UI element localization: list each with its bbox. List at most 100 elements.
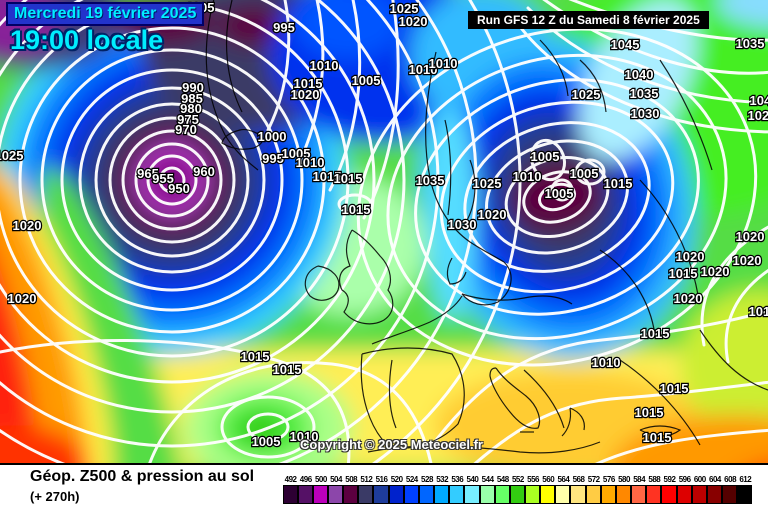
colorbar-value: 528 bbox=[421, 475, 433, 484]
colorbar-value: 568 bbox=[572, 475, 585, 484]
pressure-label: 1000 bbox=[258, 129, 287, 144]
pressure-label: 1015 bbox=[604, 176, 633, 191]
date-box: Mercredi 19 février 2025 bbox=[6, 2, 205, 26]
colorbar-cell: 552 bbox=[509, 475, 525, 504]
pressure-label: 955 bbox=[152, 171, 174, 186]
colorbar-cell: 540 bbox=[464, 475, 480, 504]
colorbar-cell: 516 bbox=[373, 475, 389, 504]
forecast-term-label: (+ 270h) bbox=[30, 489, 80, 504]
colorbar-swatch bbox=[297, 485, 313, 504]
colorbar-cell: 588 bbox=[646, 475, 662, 504]
pressure-label: 1040 bbox=[750, 93, 768, 108]
pressure-label: 1020 bbox=[736, 229, 765, 244]
colorbar-swatch bbox=[615, 485, 632, 504]
colorbar-swatch bbox=[646, 485, 662, 504]
colorbar-cell: 612 bbox=[737, 475, 753, 504]
pressure-label: 960 bbox=[193, 164, 215, 179]
pressure-label: 1025 bbox=[748, 108, 768, 123]
colorbar-swatch bbox=[464, 485, 480, 504]
colorbar-cell: 496 bbox=[297, 475, 313, 504]
colorbar-value: 540 bbox=[466, 475, 479, 484]
pressure-label: 1020 bbox=[8, 291, 37, 306]
colorbar-cell: 576 bbox=[600, 475, 616, 504]
colorbar-cell: 512 bbox=[358, 475, 374, 504]
pressure-label: 1005 bbox=[531, 149, 560, 164]
colorbar-cell: 504 bbox=[327, 475, 344, 504]
colorbar-cell: 524 bbox=[403, 475, 419, 504]
forecast-map: 1005995102510201025102010209909859809759… bbox=[0, 0, 768, 463]
colorbar-swatch bbox=[434, 485, 450, 504]
colorbar-swatch bbox=[737, 485, 753, 504]
pressure-label: 1005 bbox=[282, 146, 311, 161]
colorbar-value: 532 bbox=[436, 475, 449, 484]
pressure-label: 1015 bbox=[749, 304, 768, 319]
pressure-label: 995 bbox=[262, 151, 284, 166]
colorbar-cell: 608 bbox=[722, 475, 738, 504]
pressure-label: 995 bbox=[273, 20, 295, 35]
colorbar-value: 496 bbox=[299, 475, 312, 484]
copyright-label: Copyright © 2025 Meteociel.fr bbox=[300, 437, 483, 452]
pressure-label: 1025 bbox=[473, 176, 502, 191]
pressure-label: 1025 bbox=[572, 87, 601, 102]
pressure-label: 1015 bbox=[241, 349, 270, 364]
colorbar-value: 512 bbox=[360, 475, 373, 484]
pressure-label: 1015 bbox=[669, 266, 698, 281]
coastlines bbox=[205, 0, 768, 454]
colorbar-cell: 508 bbox=[343, 475, 359, 504]
colorbar-swatch bbox=[570, 485, 586, 504]
pressure-label: 1010 bbox=[409, 62, 438, 77]
colorbar-value: 604 bbox=[709, 475, 721, 484]
pressure-label: 965 bbox=[137, 166, 159, 181]
pressure-label: 1020 bbox=[478, 207, 507, 222]
colorbar-value: 608 bbox=[724, 475, 737, 484]
colorbar-value: 500 bbox=[314, 475, 327, 484]
pressure-label: 1020 bbox=[733, 253, 762, 268]
colorbar-value: 520 bbox=[390, 475, 403, 484]
pressure-label: 1020 bbox=[291, 87, 320, 102]
colorbar-cell: 520 bbox=[388, 475, 404, 504]
pressure-label: 1015 bbox=[641, 326, 670, 341]
colorbar-cell: 584 bbox=[631, 475, 647, 504]
pressure-label: 1010 bbox=[513, 169, 542, 184]
colorbar-value: 580 bbox=[618, 475, 630, 484]
colorbar-value: 600 bbox=[693, 475, 706, 484]
pressure-label: 1015 bbox=[294, 76, 323, 91]
legend-bar: Géop. Z500 & pression au sol (+ 270h) 49… bbox=[0, 463, 768, 512]
colorbar-swatch bbox=[525, 485, 541, 504]
pressure-label: 1010 bbox=[290, 429, 319, 444]
pressure-label: 950 bbox=[168, 181, 190, 196]
colorbar-cell: 492 bbox=[283, 475, 299, 504]
colorbar-cell: 544 bbox=[479, 475, 495, 504]
colorbar-swatch bbox=[373, 485, 389, 504]
colorbar-swatch bbox=[600, 485, 616, 504]
colorbar-cell: 532 bbox=[434, 475, 450, 504]
colorbar-value: 556 bbox=[527, 475, 539, 484]
date-label: Mercredi 19 février 2025 bbox=[14, 5, 197, 22]
colorbar-cell: 600 bbox=[691, 475, 707, 504]
pressure-label: 1015 bbox=[342, 202, 371, 217]
colorbar-cell: 592 bbox=[661, 475, 677, 504]
pressure-label: 1005 bbox=[545, 186, 574, 201]
colorbar-swatch bbox=[283, 485, 299, 504]
pressure-label: 1005 bbox=[570, 166, 599, 181]
colorbar-value: 544 bbox=[481, 475, 494, 484]
colorbar-swatch bbox=[449, 485, 465, 504]
pressure-label: 1020 bbox=[13, 218, 42, 233]
pressure-label: 990 bbox=[182, 80, 204, 95]
pressure-label: 1010 bbox=[429, 56, 458, 71]
pressure-label: 985 bbox=[181, 91, 203, 106]
pressure-label: 1015 bbox=[273, 362, 302, 377]
colorbar-value: 596 bbox=[678, 475, 691, 484]
colorbar-cell: 596 bbox=[676, 475, 692, 504]
colorbar-swatch bbox=[312, 485, 328, 504]
run-info-box: Run GFS 12 Z du Samedi 8 février 2025 bbox=[468, 11, 709, 29]
weather-map-svg: 1005995102510201025102010209909859809759… bbox=[0, 0, 768, 463]
pressure-label: 1025 bbox=[0, 148, 23, 163]
colorbar-value: 524 bbox=[405, 475, 418, 484]
colorbar-cell: 556 bbox=[525, 475, 541, 504]
colorbar-swatch bbox=[631, 485, 647, 504]
pressure-label: 1035 bbox=[630, 86, 659, 101]
colorbar-swatch bbox=[555, 485, 571, 504]
colorbar-cell: 604 bbox=[706, 475, 723, 504]
